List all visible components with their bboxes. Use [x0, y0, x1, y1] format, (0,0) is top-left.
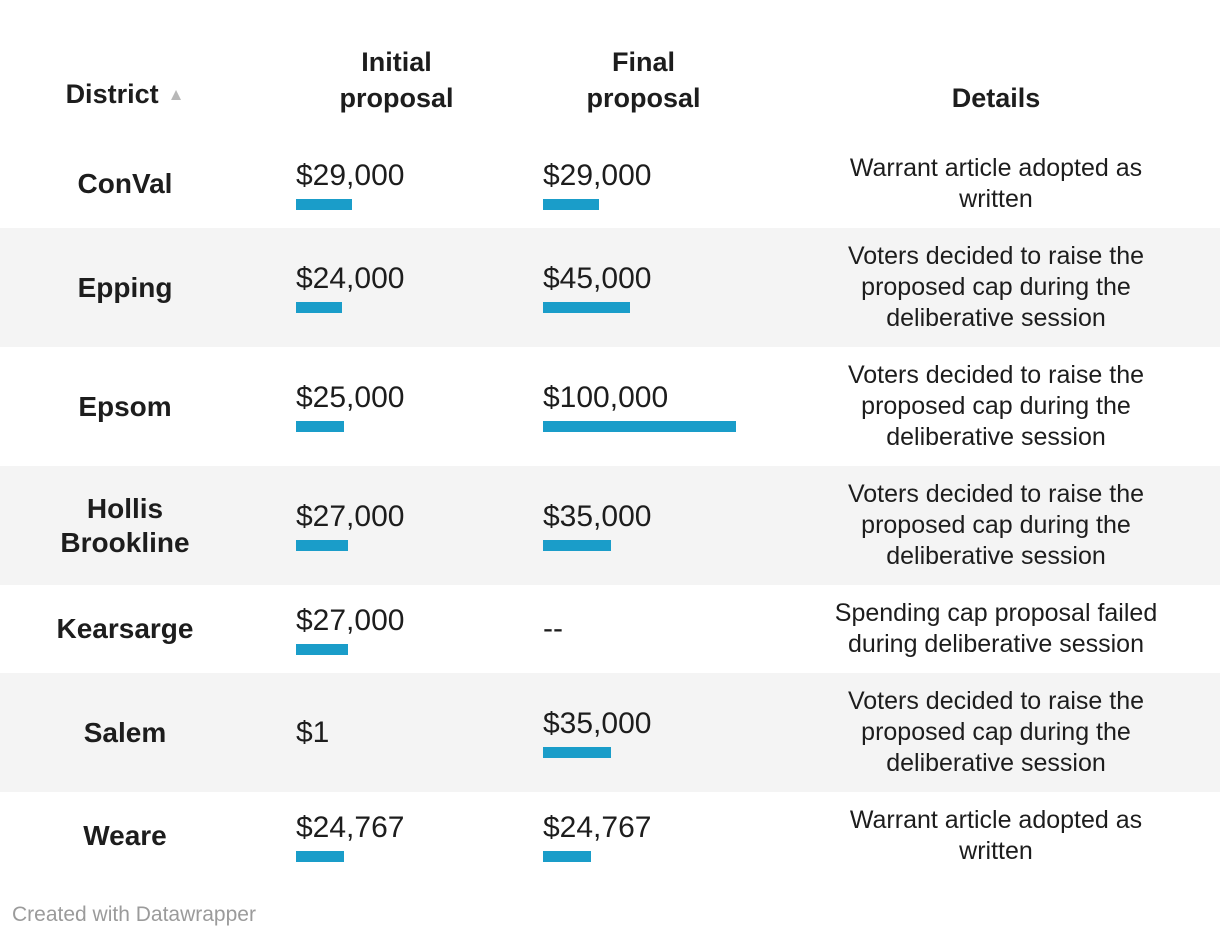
table-row: Epsom $25,000 $100,000 Voters decided to ra…	[0, 347, 1220, 466]
final-proposal-cell: $24,767	[497, 792, 744, 880]
table-body: ConVal $29,000 $29,000 Warrant article adop…	[0, 140, 1220, 880]
district-name: Weare	[83, 820, 167, 851]
table-header: District ▲ Initial proposal Final proposa…	[0, 0, 1220, 140]
final-proposal-cell: $35,000	[497, 466, 744, 585]
final-proposal-bar	[543, 421, 736, 432]
column-header-details[interactable]: Details	[744, 0, 1220, 140]
details-text: Voters decided to raise the proposed cap…	[847, 687, 1145, 777]
column-header-final-proposal-label: Final proposal	[586, 47, 701, 113]
column-header-district[interactable]: District ▲	[0, 0, 250, 140]
final-proposal-bar	[543, 302, 630, 313]
final-proposal-bar	[543, 747, 611, 758]
district-name: Epsom	[78, 390, 172, 422]
initial-proposal-value: $24,767	[296, 810, 405, 844]
details-cell: Voters decided to raise the proposed cap…	[744, 347, 1220, 466]
details-cell: Warrant article adopted as written	[744, 140, 1220, 228]
initial-proposal-value: $25,000	[296, 381, 405, 414]
district-name: Epping	[77, 271, 173, 303]
details-cell: Warrant article adopted as written	[744, 792, 1220, 880]
final-proposal-value: $100,000	[543, 381, 669, 414]
final-proposal-value: $35,000	[543, 707, 652, 740]
final-proposal-bar	[543, 198, 599, 210]
initial-proposal-bar	[296, 643, 349, 655]
final-proposal-cell: $29,000	[497, 140, 744, 228]
table-row: Salem $1 $35,000 Voters decided to raise th…	[0, 673, 1220, 792]
final-proposal-value: $24,767	[543, 810, 652, 844]
initial-proposal-bar	[296, 850, 344, 862]
initial-proposal-value: $1	[296, 715, 330, 749]
initial-proposal-cell: $1	[250, 673, 497, 792]
district-cell: Epsom	[0, 347, 250, 466]
final-proposal-value: --	[543, 612, 563, 645]
datawrapper-credit: Created with Datawrapper	[12, 903, 256, 926]
initial-proposal-bar	[296, 198, 352, 210]
initial-proposal-value: $24,000	[296, 262, 405, 295]
initial-proposal-value: $29,000	[296, 158, 405, 192]
column-header-details-label: Details	[951, 83, 1041, 113]
details-cell: Voters decided to raise the proposed cap…	[744, 673, 1220, 792]
table-row: Kearsarge $27,000 -- Spending cap proposal …	[0, 585, 1220, 673]
final-proposal-value: $45,000	[543, 262, 652, 295]
final-proposal-cell: $45,000	[497, 228, 744, 347]
district-cell: Hollis Brookline	[0, 466, 250, 585]
initial-proposal-value: $27,000	[296, 500, 405, 533]
initial-proposal-cell: $24,000	[250, 228, 497, 347]
district-name: Salem	[83, 716, 167, 748]
header-row: District ▲ Initial proposal Final proposa…	[0, 0, 1220, 140]
details-text: Voters decided to raise the proposed cap…	[847, 242, 1145, 332]
details-text: Spending cap proposal failed during deli…	[834, 599, 1158, 658]
table-row: ConVal $29,000 $29,000 Warrant article adop…	[0, 140, 1220, 228]
column-header-initial-proposal[interactable]: Initial proposal	[250, 0, 497, 140]
details-text: Warrant article adopted as written	[849, 806, 1143, 865]
details-cell: Voters decided to raise the proposed cap…	[744, 228, 1220, 347]
initial-proposal-cell: $27,000	[250, 466, 497, 585]
final-proposal-cell: $35,000	[497, 673, 744, 792]
details-text: Voters decided to raise the proposed cap…	[847, 480, 1145, 570]
district-cell: Weare	[0, 792, 250, 880]
table-row: Weare $24,767 $24,767 Warrant article adopt…	[0, 792, 1220, 880]
final-proposal-cell: --	[497, 585, 744, 673]
initial-proposal-value: $27,000	[296, 603, 405, 637]
table-row: Epping $24,000 $45,000 Voters decided to ra…	[0, 228, 1220, 347]
initial-proposal-cell: $27,000	[250, 585, 497, 673]
details-cell: Spending cap proposal failed during deli…	[744, 585, 1220, 673]
district-name: Kearsarge	[56, 613, 194, 644]
final-proposal-bar	[543, 540, 611, 551]
initial-proposal-bar	[296, 302, 343, 313]
final-proposal-value: $29,000	[543, 158, 652, 192]
district-cell: ConVal	[0, 140, 250, 228]
district-cell: Epping	[0, 228, 250, 347]
initial-proposal-bar	[296, 421, 345, 432]
district-name: ConVal	[77, 168, 173, 199]
initial-proposal-bar	[296, 540, 349, 551]
details-text: Warrant article adopted as written	[849, 154, 1143, 213]
district-name: Hollis Brookline	[60, 492, 190, 558]
column-header-district-label: District ▲	[65, 79, 185, 109]
column-header-initial-proposal-label: Initial proposal	[339, 47, 454, 113]
initial-proposal-cell: $25,000	[250, 347, 497, 466]
final-proposal-cell: $100,000	[497, 347, 744, 466]
sort-ascending-icon: ▲	[167, 85, 185, 104]
initial-proposal-cell: $24,767	[250, 792, 497, 880]
district-cell: Kearsarge	[0, 585, 250, 673]
district-cell: Salem	[0, 673, 250, 792]
table-row: Hollis Brookline $27,000 $35,000 Voters dec…	[0, 466, 1220, 585]
final-proposal-value: $35,000	[543, 500, 652, 533]
details-cell: Voters decided to raise the proposed cap…	[744, 466, 1220, 585]
column-header-final-proposal[interactable]: Final proposal	[497, 0, 744, 140]
initial-proposal-cell: $29,000	[250, 140, 497, 228]
final-proposal-bar	[543, 850, 591, 862]
details-text: Voters decided to raise the proposed cap…	[847, 361, 1145, 451]
data-table: District ▲ Initial proposal Final proposa…	[0, 0, 1220, 880]
